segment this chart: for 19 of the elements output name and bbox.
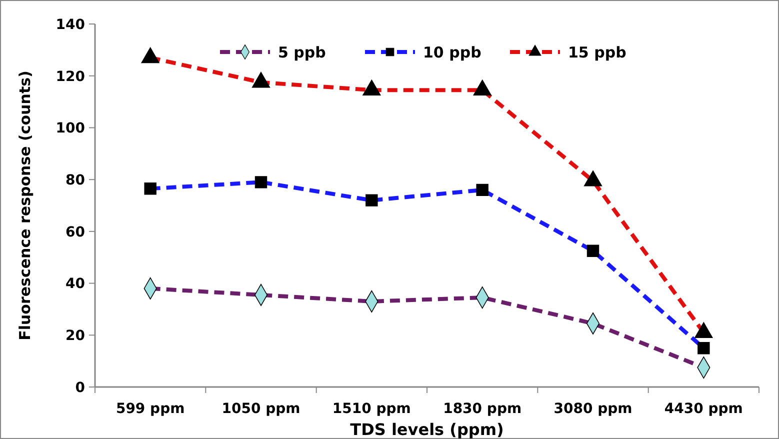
y-tick-label: 60 — [66, 224, 86, 240]
y-tick-label: 20 — [66, 328, 86, 344]
y-tick-label: 40 — [66, 276, 86, 292]
y-tick-label: 0 — [75, 380, 86, 396]
y-axis-title: Fluorescence response (counts) — [16, 70, 34, 340]
x-tick-label: 599 ppm — [116, 401, 185, 417]
legend-label: 15 ppb — [568, 43, 627, 62]
x-tick-label: 4430 ppm — [664, 401, 743, 417]
y-tick-label: 120 — [56, 68, 86, 85]
x-tick-label: 1050 ppm — [222, 401, 300, 417]
x-tick-label: 3080 ppm — [554, 401, 632, 417]
y-tick-label: 80 — [66, 172, 86, 188]
legend-label: 10 ppb — [423, 43, 482, 62]
y-tick-label: 100 — [56, 120, 86, 137]
x-axis-title: TDS levels (ppm) — [350, 420, 504, 439]
x-tick-label: 1510 ppm — [332, 401, 411, 417]
y-tick-label: 140 — [56, 16, 86, 33]
legend-label: 5 ppb — [278, 43, 326, 62]
x-tick-label: 1830 ppm — [443, 401, 522, 417]
